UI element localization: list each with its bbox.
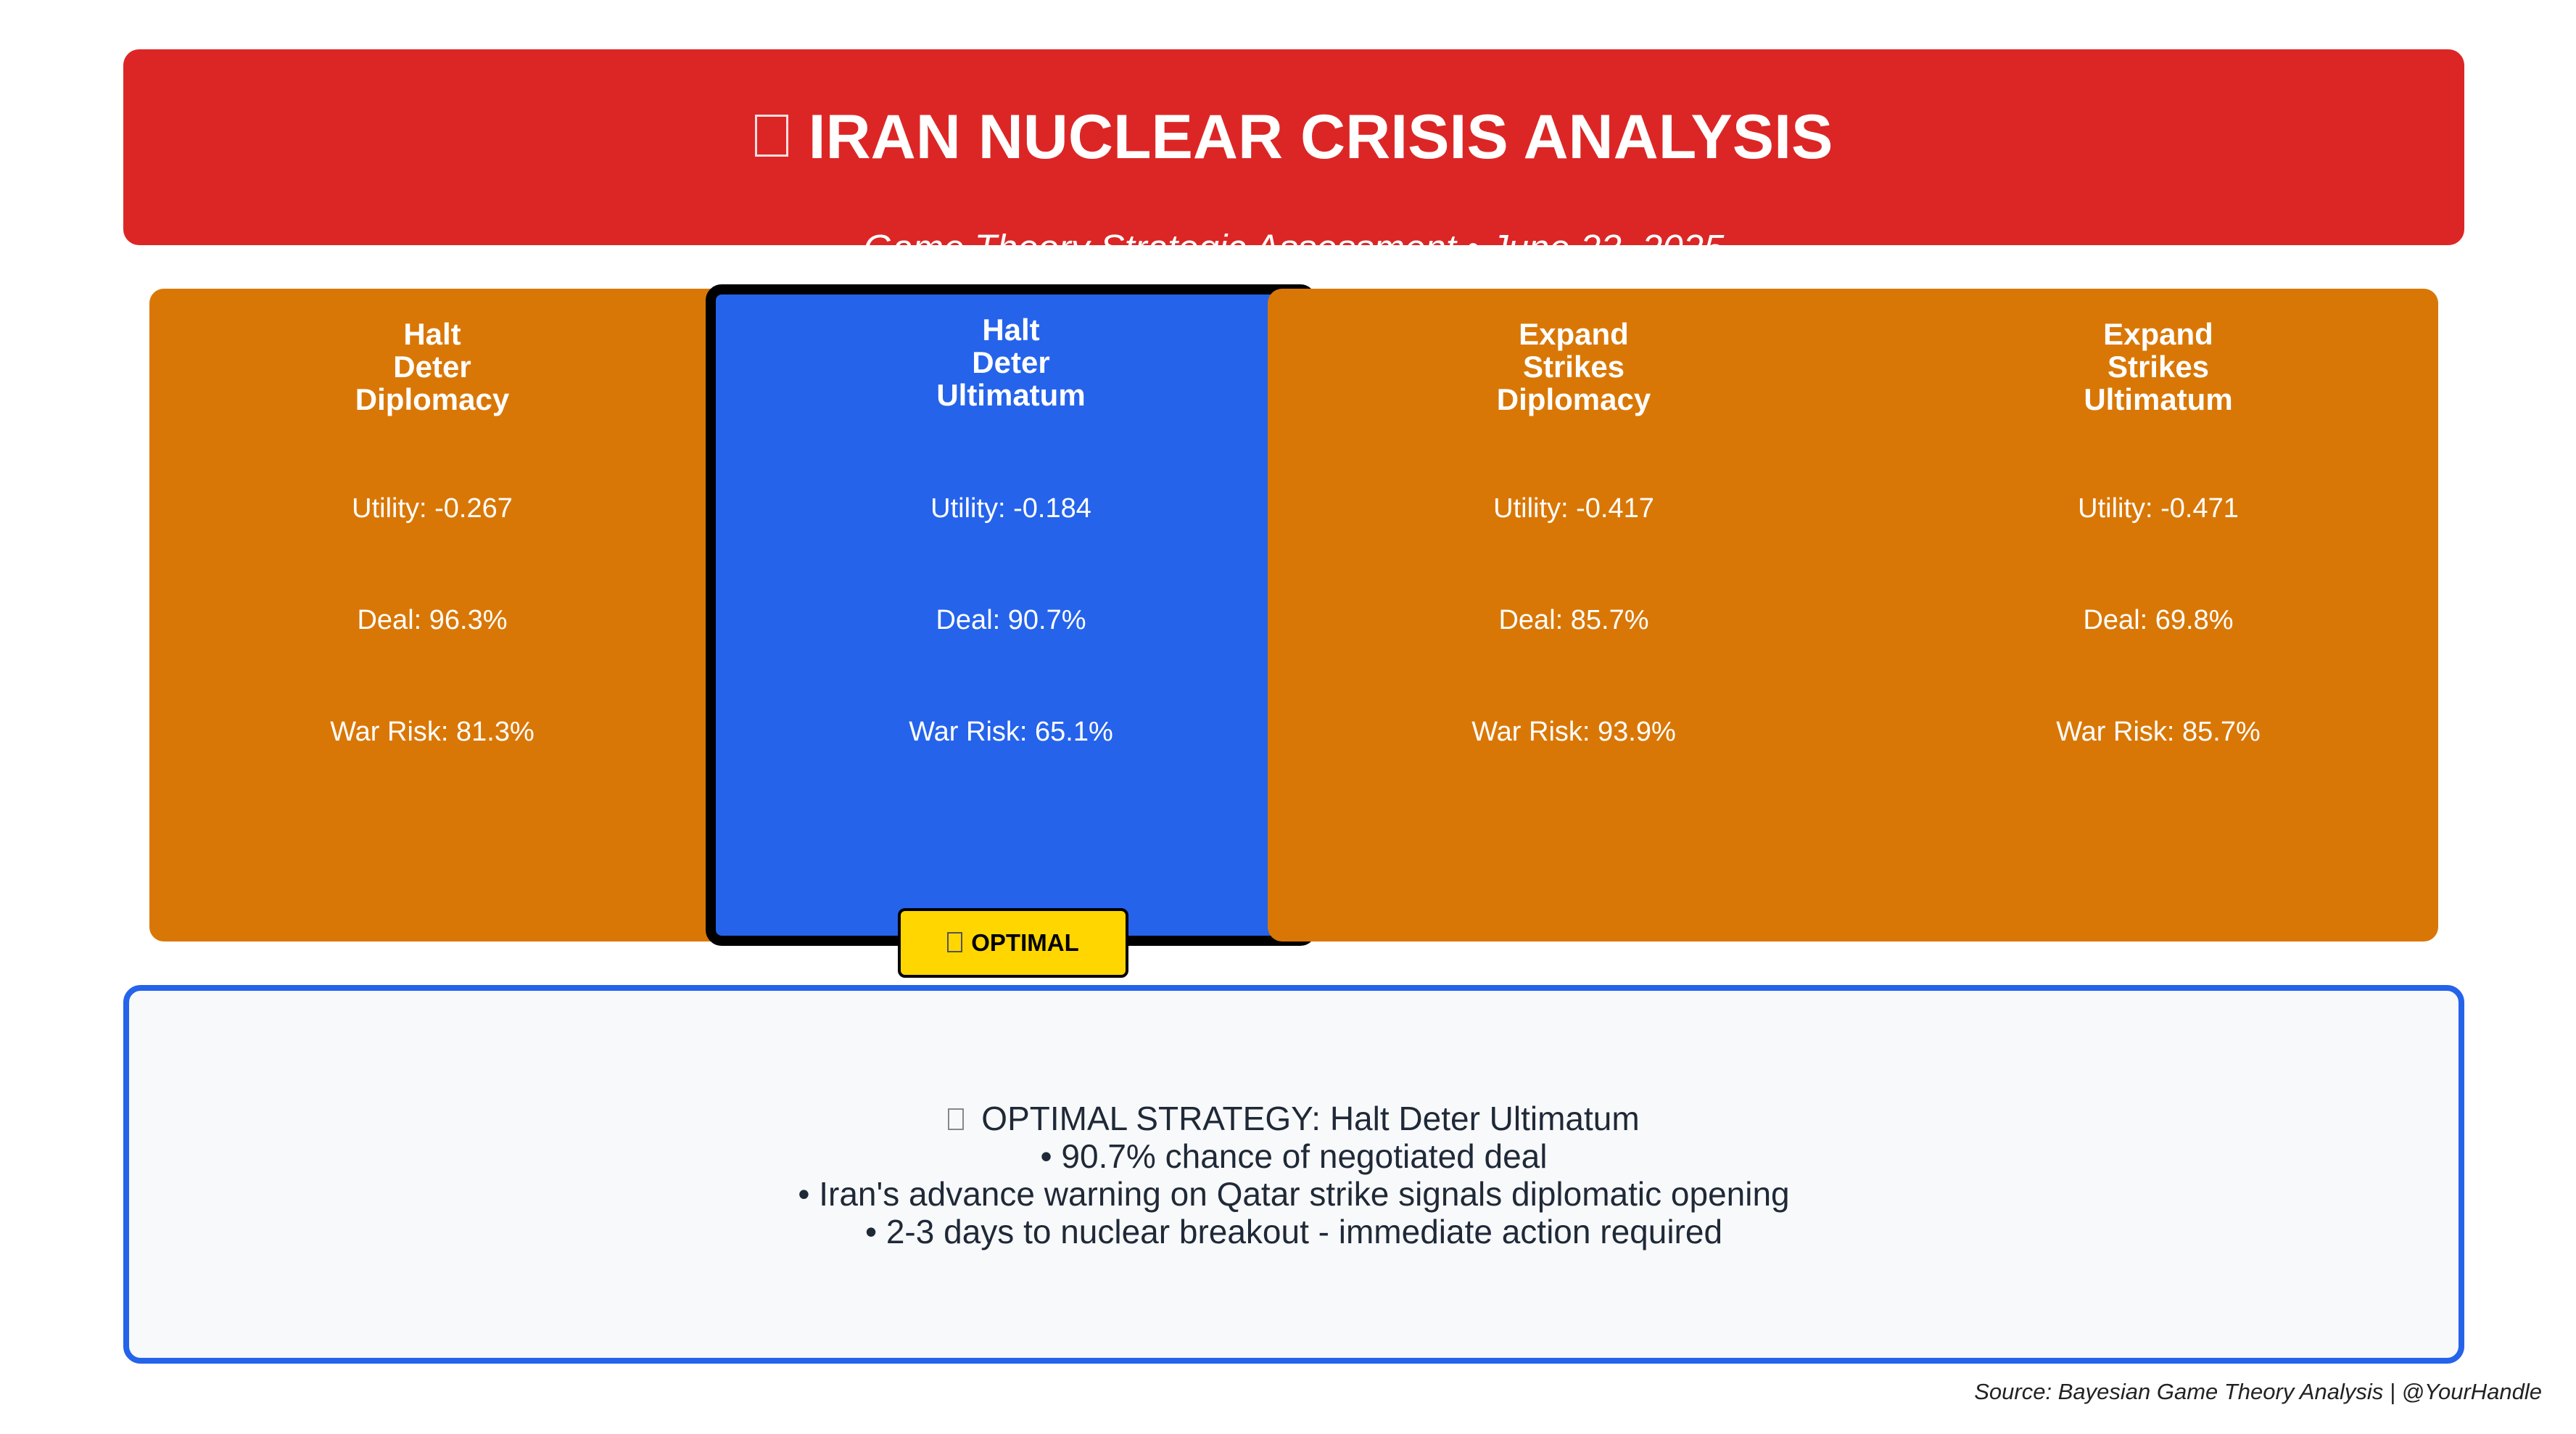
summary-bullet: • Iran's advance warning on Qatar strike… <box>798 1175 1790 1213</box>
strategy-name: Halt Deter Diplomacy <box>149 318 715 416</box>
deal-label: Deal: 90.7% <box>936 605 1086 635</box>
strategy-name-line: Expand <box>1519 317 1629 351</box>
strategy-name-line: Strikes <box>1522 350 1625 384</box>
strategy-name-line: Halt <box>403 317 461 351</box>
utility-label: Utility: -0.184 <box>930 493 1091 524</box>
strategy-name-line: Deter <box>393 350 471 384</box>
page-title: IRAN NUCLEAR CRISIS ANALYSIS <box>123 106 2464 168</box>
strategy-name-line: Expand <box>2103 317 2213 351</box>
missing-glyph-icon <box>754 115 788 157</box>
utility-label: Utility: -0.267 <box>352 493 513 524</box>
missing-glyph-icon <box>947 932 963 953</box>
summary-bullet: • 2-3 days to nuclear breakout - immedia… <box>864 1213 1723 1250</box>
summary-heading-text: OPTIMAL STRATEGY: Halt Deter Ultimatum <box>981 1100 1640 1137</box>
strategy-name: Expand Strikes Ultimatum <box>1878 318 2438 416</box>
optimal-badge-label: OPTIMAL <box>971 929 1079 956</box>
strategy-name-line: Strikes <box>2107 350 2210 384</box>
war-risk-label: War Risk: 65.1% <box>909 717 1113 747</box>
strategy-name-line: Deter <box>972 345 1050 379</box>
strategy-card-expand-strikes-ultimatum: Expand Strikes Ultimatum Utility: -0.471… <box>1878 289 2438 941</box>
strategy-card-expand-strikes-diplomacy: Expand Strikes Diplomacy Utility: -0.417… <box>1268 289 1880 941</box>
summary-text: OPTIMAL STRATEGY: Halt Deter Ultimatum •… <box>129 1100 2459 1250</box>
deal-label: Deal: 96.3% <box>357 605 508 635</box>
page-subtitle: Game Theory Strategic Assessment • June … <box>863 227 1725 268</box>
summary-heading: OPTIMAL STRATEGY: Halt Deter Ultimatum <box>129 1100 2459 1137</box>
strategy-name: Halt Deter Ultimatum <box>716 313 1306 411</box>
page-title-text: IRAN NUCLEAR CRISIS ANALYSIS <box>808 102 1833 172</box>
optimal-badge: OPTIMAL <box>898 908 1128 978</box>
missing-glyph-icon <box>948 1108 965 1130</box>
deal-label: Deal: 69.8% <box>2083 605 2234 635</box>
source-caption: Source: Bayesian Game Theory Analysis | … <box>1974 1379 2542 1404</box>
summary-panel: OPTIMAL STRATEGY: Halt Deter Ultimatum •… <box>123 985 2464 1364</box>
war-risk-label: War Risk: 81.3% <box>330 717 534 747</box>
strategy-name-line: Halt <box>982 313 1040 347</box>
strategy-name-line: Diplomacy <box>355 382 510 416</box>
strategy-name-line: Diplomacy <box>1496 382 1651 416</box>
deal-label: Deal: 85.7% <box>1498 605 1649 635</box>
war-risk-label: War Risk: 93.9% <box>1471 717 1676 747</box>
utility-label: Utility: -0.471 <box>2078 493 2239 524</box>
strategy-card-halt-deter-diplomacy: Halt Deter Diplomacy Utility: -0.267 Dea… <box>149 289 715 941</box>
header-banner: IRAN NUCLEAR CRISIS ANALYSIS Game Theory… <box>123 49 2464 266</box>
strategy-card-halt-deter-ultimatum: Halt Deter Ultimatum Utility: -0.184 Dea… <box>706 284 1316 946</box>
strategy-name-line: Ultimatum <box>2084 382 2233 416</box>
war-risk-label: War Risk: 85.7% <box>2056 717 2261 747</box>
summary-bullet: • 90.7% chance of negotiated deal <box>1040 1137 1548 1175</box>
strategy-name: Expand Strikes Diplomacy <box>1268 318 1880 416</box>
strategy-name-line: Ultimatum <box>936 378 1086 412</box>
utility-label: Utility: -0.417 <box>1493 493 1654 524</box>
